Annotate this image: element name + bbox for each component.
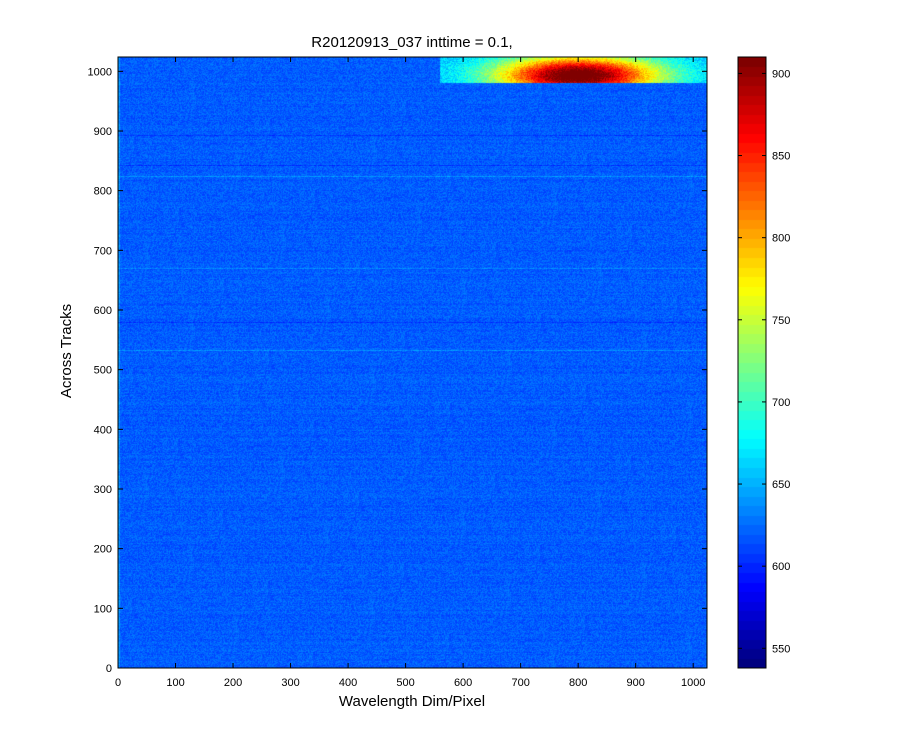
colorbar-tick-label: 750 [772,315,790,327]
x-axis-label: Wavelength Dim/Pixel [339,693,485,710]
y-axis-ticks: 0 100 200 300 400 500 600 700 800 900 1000 [88,66,707,675]
y-tick-label: 200 [94,544,112,556]
colorbar-tick-label: 700 [772,397,790,409]
y-tick-label: 500 [94,365,112,377]
y-tick-label: 600 [94,305,112,317]
colorbar: 550 600 650 700 750 800 850 900 [737,56,790,669]
y-axis-label: Across Tracks [58,304,75,398]
y-tick-label: 800 [94,186,112,198]
y-tick-label: 100 [94,603,112,615]
colorbar-tick-label: 800 [772,233,790,245]
x-tick-label: 100 [166,677,184,689]
heatmap-plot: 0 100 200 300 400 500 600 700 800 900 1000 0 100 200… [88,56,708,689]
colorbar-gradient [738,57,766,668]
colorbar-tick-label: 650 [772,479,790,491]
x-tick-label: 600 [454,677,472,689]
x-tick-label: 700 [511,677,529,689]
y-tick-label: 1000 [88,66,112,78]
chart-title: R20120913_037 inttime = 0.1, [311,34,512,51]
colorbar-tick-label: 550 [772,643,790,655]
x-tick-label: 800 [569,677,587,689]
x-tick-label: 900 [626,677,644,689]
x-tick-label: 400 [339,677,357,689]
y-tick-label: 300 [94,484,112,496]
y-tick-label: 700 [94,245,112,257]
colorbar-frame [737,56,767,669]
y-tick-label: 900 [94,126,112,138]
colorbar-ticks: 550 600 650 700 750 800 850 900 [738,68,790,655]
x-tick-label: 0 [115,677,121,689]
x-tick-label: 300 [281,677,299,689]
y-tick-label: 400 [94,424,112,436]
x-tick-label: 500 [396,677,414,689]
x-tick-label: 200 [224,677,242,689]
y-tick-label: 0 [106,663,112,675]
x-tick-label: 1000 [681,677,705,689]
colorbar-tick-label: 850 [772,151,790,163]
colorbar-tick-label: 900 [772,68,790,80]
colorbar-tick-label: 600 [772,561,790,573]
heatmap-image [118,57,707,668]
x-axis-ticks: 0 100 200 300 400 500 600 700 800 900 1000 [115,57,705,689]
plot-frame [117,56,708,669]
